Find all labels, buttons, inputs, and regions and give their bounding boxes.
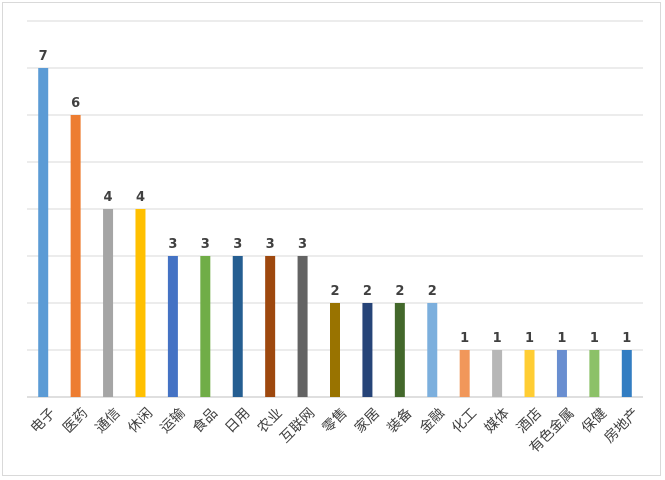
x-tick-label-8: 互联网 <box>277 405 318 446</box>
data-label-13: 1 <box>460 331 469 346</box>
bar-7 <box>265 256 276 397</box>
x-tick-label-2: 通信 <box>93 405 124 436</box>
x-tick-label-3: 休闲 <box>125 405 156 436</box>
data-label-10: 2 <box>363 284 372 299</box>
x-tick-label-9: 零售 <box>319 405 350 436</box>
x-tick-label-11: 装备 <box>384 405 416 437</box>
bar-10 <box>362 303 373 397</box>
x-tick-label-10: 家居 <box>351 405 383 437</box>
bar-16 <box>556 350 567 397</box>
x-tick-label-13: 化工 <box>449 405 480 436</box>
x-tick-label-14: 媒体 <box>482 405 513 436</box>
bar-2 <box>103 209 114 397</box>
data-label-2: 4 <box>104 190 113 205</box>
bar-11 <box>394 303 405 397</box>
x-tick-label-18: 房地产 <box>601 405 642 446</box>
bar-13 <box>459 350 470 397</box>
data-label-0: 7 <box>39 49 48 64</box>
bar-6 <box>232 256 243 397</box>
bar-9 <box>330 303 340 397</box>
data-label-15: 1 <box>525 331 534 346</box>
data-label-7: 3 <box>266 237 275 252</box>
bar-5 <box>200 256 211 397</box>
data-label-14: 1 <box>493 331 502 346</box>
x-tick-label-12: 金融 <box>417 405 448 436</box>
bar-1 <box>70 115 81 397</box>
data-label-3: 4 <box>136 190 145 205</box>
bar-4 <box>167 256 178 397</box>
data-label-17: 1 <box>590 331 599 346</box>
data-label-18: 1 <box>622 331 631 346</box>
x-tick-label-1: 医药 <box>60 405 91 436</box>
data-label-11: 2 <box>395 284 404 299</box>
data-label-4: 3 <box>168 237 177 252</box>
bar-3 <box>135 209 146 397</box>
bar-14 <box>492 350 503 397</box>
bar-18 <box>621 350 632 397</box>
data-label-6: 3 <box>233 237 242 252</box>
bar-8 <box>297 256 308 397</box>
data-label-5: 3 <box>201 237 210 252</box>
data-label-9: 2 <box>330 284 339 299</box>
x-tick-label-0: 电子 <box>28 405 59 436</box>
bar-12 <box>427 303 438 397</box>
x-tick-label-5: 食品 <box>189 405 221 437</box>
x-tick-label-6: 日用 <box>222 405 253 436</box>
data-label-1: 6 <box>71 96 80 111</box>
bar-17 <box>589 350 600 397</box>
data-label-8: 3 <box>298 237 307 252</box>
bar-15 <box>524 350 535 397</box>
data-label-12: 2 <box>428 284 437 299</box>
data-label-16: 1 <box>557 331 566 346</box>
x-tick-label-4: 运输 <box>157 405 188 436</box>
bar-0 <box>38 68 49 397</box>
